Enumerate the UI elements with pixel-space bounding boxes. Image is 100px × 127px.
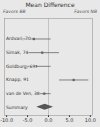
svg-text:Ardvari, 70: Ardvari, 70 [6, 36, 31, 41]
svg-text:-5.0: -5.0 [23, 117, 33, 123]
html-text:Favors NB: Favors NB [74, 9, 97, 14]
svg-text:5.0: 5.0 [65, 117, 73, 123]
svg-text:Summary: Summary [6, 105, 28, 110]
html-text:Favors BB: Favors BB [3, 9, 26, 14]
html-text:Mean Difference: Mean Difference [25, 1, 75, 8]
svg-text:0.0: 0.0 [45, 117, 53, 123]
svg-text:Knapp, 91: Knapp, 91 [6, 77, 29, 82]
svg-text:-10.0: -10.0 [0, 117, 13, 123]
svg-text:van de Ven, 38: van de Ven, 38 [6, 91, 40, 96]
svg-text:10.0: 10.0 [85, 117, 96, 123]
svg-text:Goldburg, 69: Goldburg, 69 [6, 64, 35, 69]
svg-text:Simak, 74: Simak, 74 [6, 50, 29, 55]
